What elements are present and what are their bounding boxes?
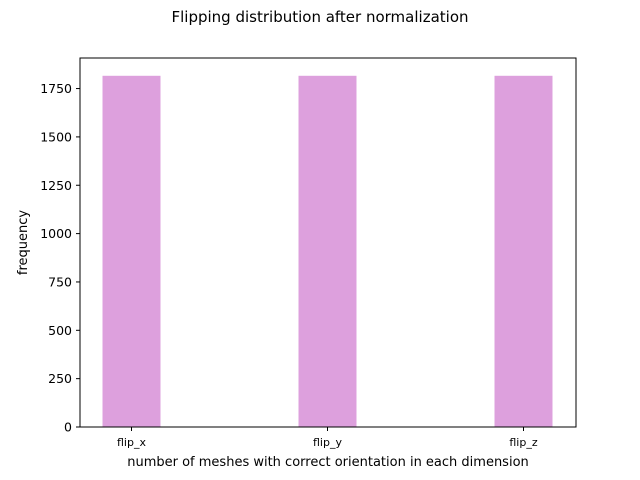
x-tick-label: flip_x: [117, 436, 146, 449]
bar-flip_x: [102, 75, 161, 427]
plot-area: flip_x flip_y flip_z 0 250 500 750 1000 1250 1500…: [40, 75, 553, 449]
y-tick-label: 750: [48, 274, 72, 289]
x-tick-label: flip_z: [509, 436, 537, 449]
x-tick-label: flip_y: [313, 436, 342, 449]
chart-title: Flipping distribution after normalizatio…: [172, 8, 469, 26]
axes-frame: [79, 57, 577, 428]
y-tick-label: 250: [48, 371, 72, 386]
x-axis-label: number of meshes with correct orientatio…: [127, 455, 529, 470]
y-tick-label: 1250: [40, 178, 72, 193]
bar-flip_y: [298, 75, 357, 427]
bar-flip_z: [494, 75, 553, 427]
y-tick-label: 1750: [40, 81, 72, 96]
y-tick-label: 1500: [40, 129, 72, 144]
y-tick-label: 1000: [40, 226, 72, 241]
y-tick-label: 500: [48, 323, 72, 338]
y-axis-label: frequency: [16, 210, 31, 276]
y-tick-label: 0: [64, 420, 72, 435]
